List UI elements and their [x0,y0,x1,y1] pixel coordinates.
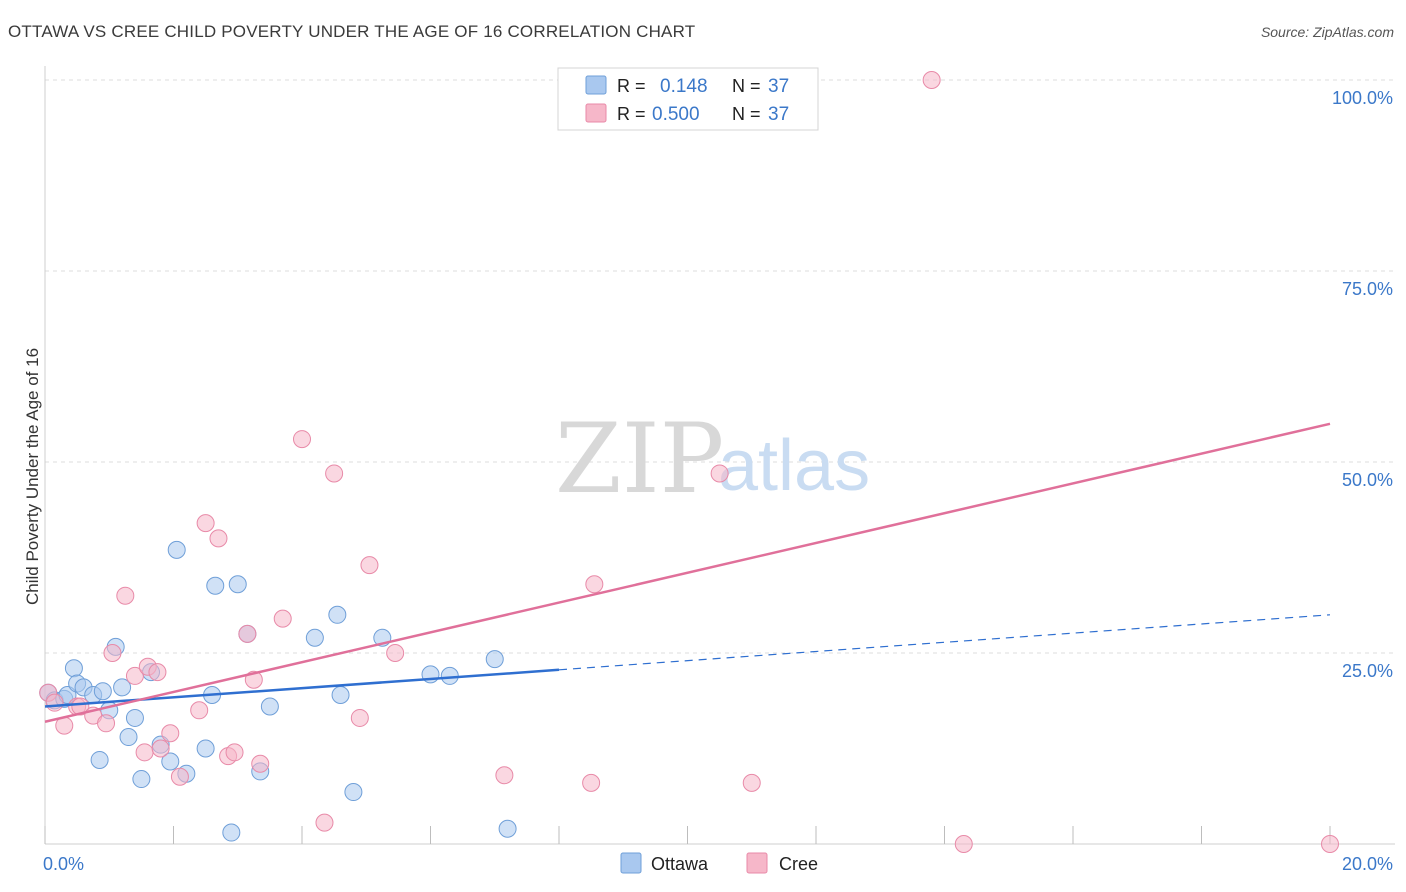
trend-lines [44,422,1331,723]
legend-cree-label: Cree [779,854,818,874]
ottawa-trend-extension [558,614,1331,671]
cree-n-value: 37 [768,104,789,125]
cree-point [209,529,228,548]
ottawa-n-label: N = [732,76,761,96]
ottawa-point [485,650,504,669]
cree-point [151,739,170,758]
ottawa-point [222,823,241,842]
cree-point [135,743,154,762]
cree-point [293,430,311,449]
cree-point [125,666,144,685]
source-label: Source: ZipAtlas.com [1260,24,1394,40]
cree-point [710,464,729,483]
watermark-atlas: atlas [718,426,870,506]
chart-title: OTTAWA VS CREE CHILD POVERTY UNDER THE A… [8,22,696,41]
ottawa-point [113,678,132,697]
ottawa-point [228,575,247,594]
legend-ottawa-swatch [620,852,642,874]
ottawa-point [344,783,363,802]
ottawa-point [305,628,324,647]
ottawa-point [260,697,279,716]
ottawa-n-value: 37 [768,76,789,97]
ottawa-point [125,708,144,727]
cree-point [190,701,209,720]
ottawa-trend-line [44,668,560,708]
cree-point [954,835,973,853]
ottawa-point [331,686,350,705]
y-tick-label: 100.0% [1332,88,1393,108]
ottawa-point [64,659,83,678]
ottawa-point [161,752,180,771]
ottawa-r-value: 0.148 [660,76,708,97]
cree-point [161,724,180,743]
cree-point [225,743,244,762]
cree-point [495,766,514,785]
x-tick-label-min: 0.0% [43,854,84,874]
ottawa-point [90,750,109,769]
x-tick-label-max: 20.0% [1342,854,1393,874]
axes [44,66,1395,845]
cree-point [148,663,167,682]
ottawa-point [119,728,138,747]
cree-point [386,644,405,662]
ottawa-point [93,682,112,701]
cree-swatch [585,103,607,123]
ottawa-point [498,819,517,838]
cree-point [922,71,941,89]
cree-point [71,697,90,716]
ottawa-swatch [585,75,607,95]
tick-labels: 25.0% 50.0% 75.0% 100.0% 0.0% 20.0% [43,88,1393,874]
cree-point [273,609,292,628]
cree-point [97,714,116,733]
cree-point [585,575,604,594]
grid-lines [45,79,1395,654]
cree-point [742,773,761,792]
ottawa-point [328,605,347,624]
bottom-legend: Ottawa Cree [620,852,818,874]
cree-point [116,586,135,605]
ottawa-point [167,540,186,559]
cree-point [45,693,64,712]
cree-point [196,514,215,533]
cree-point [350,708,369,727]
legend-ottawa-label: Ottawa [651,854,709,874]
cree-point [582,773,601,792]
cree-n-label: N = [732,104,761,124]
cree-r-value: 0.500 [652,104,700,125]
cree-r-label: R = [617,104,646,124]
cree-point [315,813,334,832]
y-tick-label: 50.0% [1342,470,1393,490]
ottawa-point [196,739,215,758]
y-tick-label: 75.0% [1342,279,1393,299]
stats-legend: R = 0.148 N = 37 R = 0.500 N = 37 [557,67,819,131]
cree-point [325,464,344,483]
watermark-zip: ZIP [555,403,724,515]
y-tick-label: 25.0% [1342,661,1393,681]
cree-trend-line [44,422,1331,723]
cree-point [360,556,379,575]
ottawa-point [132,770,151,789]
ottawa-r-label: R = [617,76,646,96]
cree-point [170,767,189,786]
cree-point [238,624,257,643]
cree-point [103,644,122,662]
y-axis-label: Child Poverty Under the Age of 16 [23,348,42,605]
cree-point [251,754,270,773]
cree-point [1321,835,1339,853]
legend-cree-swatch [746,852,768,874]
ottawa-point [206,576,225,595]
ottawa-point [440,666,459,685]
